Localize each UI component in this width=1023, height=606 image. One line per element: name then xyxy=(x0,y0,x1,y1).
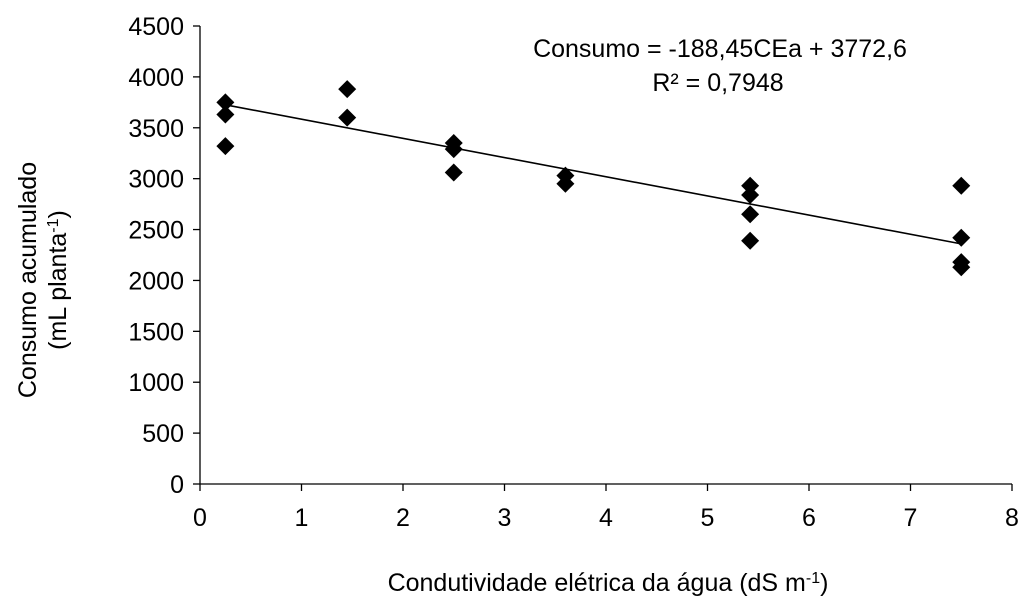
data-point xyxy=(338,80,357,99)
y-tick-label: 2000 xyxy=(128,267,184,295)
data-point xyxy=(741,185,760,204)
data-point xyxy=(444,163,463,182)
data-point xyxy=(556,174,575,193)
y-tick-label: 2500 xyxy=(128,217,184,245)
x-ticks: 0 1 2 3 4 5 6 7 8 xyxy=(193,484,1019,532)
x-tick-label: 7 xyxy=(904,504,918,532)
axes xyxy=(199,26,1012,485)
x-tick-label: 2 xyxy=(396,504,410,532)
data-point xyxy=(952,176,971,195)
trendline-equation: Consumo = -188,45CEa + 3772,6 xyxy=(533,35,907,63)
x-tick-label: 3 xyxy=(498,504,512,532)
y-axis-title-line2-end: ) xyxy=(44,210,72,218)
data-point xyxy=(216,137,235,156)
y-tick-label: 3000 xyxy=(128,166,184,194)
data-points xyxy=(216,80,971,277)
x-axis-title-end: ) xyxy=(820,569,828,597)
x-tick-label: 8 xyxy=(1005,504,1019,532)
y-tick-label: 1000 xyxy=(128,369,184,397)
y-tick-label: 4000 xyxy=(128,64,184,92)
y-axis-title: Consumo acumulado (mL planta-1) xyxy=(14,162,72,398)
x-tick-label: 5 xyxy=(701,504,715,532)
x-axis-title-text: Condutividade elétrica da água (dS m xyxy=(388,569,806,597)
data-point xyxy=(741,176,760,195)
data-point xyxy=(741,205,760,224)
trendline xyxy=(225,104,962,245)
data-point xyxy=(338,108,357,127)
x-axis-title-sup: -1 xyxy=(806,570,820,587)
data-point xyxy=(952,228,971,247)
y-tick-label: 500 xyxy=(142,420,184,448)
y-axis-title-line2-text: (mL planta xyxy=(44,233,72,350)
y-ticks: 0 500 1000 1500 2000 2500 3000 3500 4000 4500 xyxy=(128,13,200,499)
data-point xyxy=(741,231,760,250)
y-tick-label: 3500 xyxy=(128,115,184,143)
y-tick-label: 0 xyxy=(170,471,184,499)
x-tick-label: 1 xyxy=(295,504,309,532)
x-tick-label: 0 xyxy=(193,504,207,532)
x-axis-title: Condutividade elétrica da água (dS m-1) xyxy=(388,569,829,597)
x-tick-label: 6 xyxy=(802,504,816,532)
x-tick-label: 4 xyxy=(599,504,613,532)
data-point xyxy=(216,105,235,124)
data-point xyxy=(444,140,463,159)
y-tick-label: 1500 xyxy=(128,318,184,346)
y-axis-title-line1: Consumo acumulado xyxy=(14,162,42,398)
y-axis-title-line2: (mL planta-1) xyxy=(44,210,72,350)
data-point xyxy=(952,258,971,277)
y-tick-label: 4500 xyxy=(128,13,184,41)
data-point xyxy=(216,93,235,112)
r-squared-label: R² = 0,7948 xyxy=(652,69,783,97)
y-axis-title-line2-sup: -1 xyxy=(45,218,62,232)
